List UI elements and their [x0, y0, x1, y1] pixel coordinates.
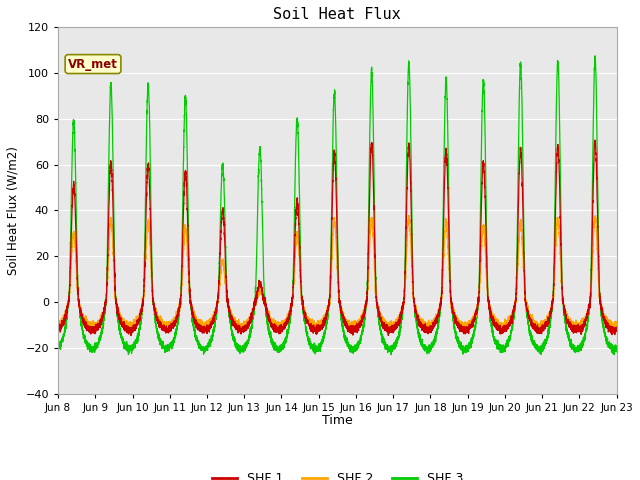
Text: VR_met: VR_met — [68, 58, 118, 71]
Title: Soil Heat Flux: Soil Heat Flux — [273, 7, 401, 22]
X-axis label: Time: Time — [322, 414, 353, 427]
Y-axis label: Soil Heat Flux (W/m2): Soil Heat Flux (W/m2) — [7, 146, 20, 275]
Legend: SHF 1, SHF 2, SHF 3: SHF 1, SHF 2, SHF 3 — [207, 467, 468, 480]
